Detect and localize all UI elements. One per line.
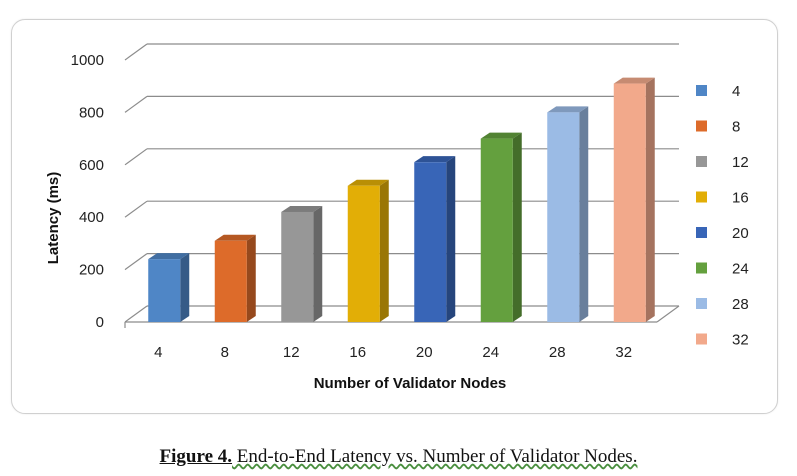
legend-swatch (696, 191, 707, 203)
gridline-side (124, 148, 148, 166)
x-tick-label: 20 (416, 344, 433, 361)
gridline-side (124, 200, 148, 218)
legend-label: 24 (732, 261, 749, 278)
bar-side (579, 106, 589, 323)
bar-side (512, 132, 522, 322)
bar-top (148, 253, 190, 260)
y-tick-label: 1000 (71, 52, 104, 69)
x-tick-label: 28 (549, 344, 566, 361)
figure-caption: Figure 4. End-to-End Latency vs. Number … (0, 446, 797, 468)
y-tick-label: 400 (79, 209, 104, 226)
y-tick-label: 200 (79, 262, 104, 279)
gridline-side (124, 95, 148, 113)
bar (613, 83, 646, 322)
legend-swatch (696, 156, 707, 167)
bar-chart: 0 200 400 600 800 1000 4 8 12 16 20 24 28 32 4 8 12 16 2… (45, 43, 749, 392)
legend-label: 4 (732, 83, 740, 100)
bar (148, 259, 181, 322)
x-tick-label: 16 (349, 344, 366, 361)
bar-top (281, 205, 323, 212)
bar (347, 185, 380, 322)
floor-right-edge (656, 305, 680, 323)
legend-label: 20 (732, 225, 749, 242)
bar (414, 162, 447, 322)
bar-top (214, 234, 256, 241)
y-tick-label: 800 (79, 104, 104, 121)
caption-label: Figure 4. (159, 446, 233, 467)
x-tick-label: 4 (154, 344, 162, 361)
bar-top (480, 132, 522, 139)
legend-label: 8 (732, 119, 740, 136)
legend-swatch (696, 85, 707, 96)
legend-label: 12 (732, 154, 749, 171)
legend-swatch (696, 298, 707, 309)
bar-top (613, 77, 655, 84)
x-tick-label: 24 (482, 344, 499, 361)
y-axis-title: Latency (ms) (45, 172, 62, 265)
legend-label: 32 (732, 332, 749, 349)
gridline-side (124, 253, 148, 271)
bar-side (180, 253, 190, 322)
legend-swatch (696, 227, 707, 238)
bar-side (313, 205, 323, 322)
legend-swatch (696, 333, 707, 345)
gridlines (124, 43, 680, 328)
gridline-side (124, 305, 148, 323)
x-axis-title: Number of Validator Nodes (314, 375, 507, 392)
caption-text: End-to-End Latency vs. Number of Validat… (232, 446, 638, 467)
y-axis-ticks: 0 200 400 600 800 1000 (71, 52, 104, 331)
bar (480, 138, 513, 322)
bar-top (414, 156, 456, 163)
bar (214, 240, 247, 322)
bar (281, 211, 314, 322)
bar-side (246, 234, 256, 322)
gridline-side (124, 43, 148, 61)
y-tick-label: 0 (96, 314, 104, 331)
x-tick-label: 12 (283, 344, 300, 361)
bar-top (547, 106, 589, 113)
bar (547, 112, 580, 323)
y-tick-label: 600 (79, 157, 104, 174)
bar-top (347, 179, 389, 186)
legend-label: 16 (732, 190, 749, 207)
legend-label: 28 (732, 296, 749, 313)
x-axis-ticks: 4 8 12 16 20 24 28 32 (154, 344, 632, 361)
legend-swatch (696, 120, 707, 132)
bars (148, 77, 655, 323)
x-tick-label: 8 (221, 344, 229, 361)
bar-side (645, 77, 655, 322)
bar-side (379, 179, 389, 322)
legend: 4 8 12 16 20 24 28 32 (696, 83, 749, 349)
bar-side (446, 156, 456, 322)
x-tick-label: 32 (615, 344, 632, 361)
legend-swatch (696, 262, 707, 274)
